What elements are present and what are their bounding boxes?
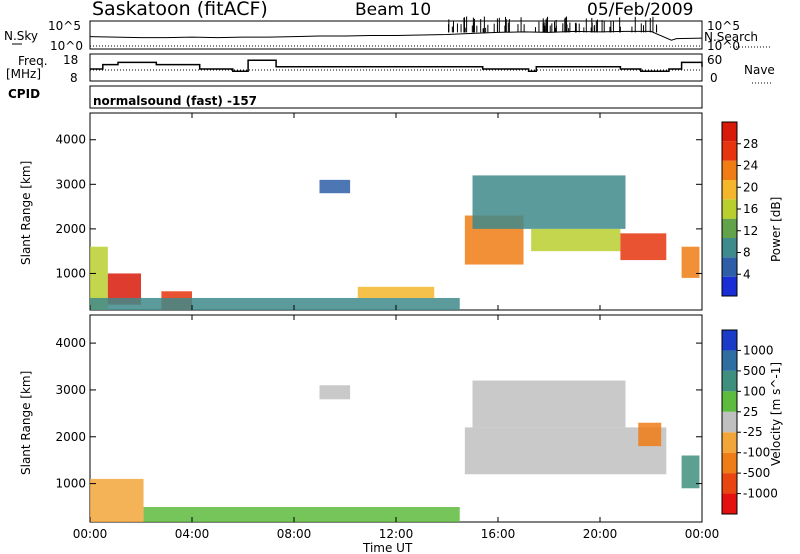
colorbar-tick-label: 4 (743, 267, 751, 281)
velocity-colorbar-label: Velocity [m s^-1] (769, 362, 783, 466)
colorbar-segment (722, 160, 737, 180)
colorbar-tick-label: 1000 (743, 343, 774, 357)
colorbar-tick-label: 25 (743, 405, 758, 419)
heatmap-cell (464, 427, 667, 475)
colorbar-segment (722, 180, 737, 200)
noise-tick-bottom: 10^0 (50, 39, 83, 53)
freq-label: Freq. (18, 54, 48, 68)
noise-tick-top: 10^5 (48, 19, 81, 33)
colorbar-tick-label: -25 (743, 425, 763, 439)
colorbar-tick-label: -100 (743, 446, 770, 460)
colorbar-tick-label: 28 (743, 137, 758, 151)
colorbar-segment (722, 391, 737, 412)
colorbar-tick-label: 12 (743, 224, 758, 238)
colorbar-segment (722, 350, 737, 371)
heatmap-cell (90, 478, 144, 522)
program-label: normalsound (fast) -157 (93, 94, 257, 108)
power-ylabel: Slant Range [km] (19, 161, 33, 265)
velocity-heatmap (90, 380, 700, 522)
nsky-label: N.Sky (4, 29, 38, 43)
colorbar-tick-label: -500 (743, 466, 770, 480)
x-tick-label: 12:00 (379, 527, 414, 541)
power-colorbar: 4 8 12 16 20 24 28 (721, 121, 758, 297)
y-tick-label: 1000 (55, 477, 86, 491)
colorbar-tick-label: 8 (743, 246, 751, 260)
colorbar-segment (722, 452, 737, 474)
colorbar-tick-label: 20 (743, 180, 758, 194)
x-tick-label: 16:00 (481, 527, 516, 541)
colorbar-tick-label: -1000 (743, 487, 778, 501)
y-tick-label: 2000 (55, 222, 86, 236)
colorbar-segment (722, 257, 737, 277)
noise-panel-frame (89, 20, 703, 50)
nave-tick-bottom: 0 (710, 71, 718, 85)
x-tick-label: 04:00 (175, 527, 210, 541)
date-title: 05/Feb/2009 (587, 0, 694, 20)
noise-tick-top-right: 10^5 (707, 19, 740, 33)
colorbar-segment (722, 411, 737, 433)
colorbar-segment (722, 432, 737, 453)
heatmap-cell (531, 228, 621, 252)
heatmap-cell (90, 246, 108, 310)
heatmap-cell (319, 385, 351, 400)
colorbar-segment (722, 122, 737, 142)
heatmap-cell (143, 507, 460, 522)
y-tick-label: 3000 (55, 383, 86, 397)
y-tick-label: 3000 (55, 177, 86, 191)
cpid-label: CPID (8, 87, 40, 101)
x-tick-label: 20:00 (583, 527, 618, 541)
heatmap-cell (472, 380, 626, 428)
y-tick-label: 2000 (55, 430, 86, 444)
colorbar-segment (722, 199, 737, 219)
colorbar-segment (722, 473, 737, 494)
colorbar-segment (722, 141, 737, 161)
site-title: Saskatoon (fitACF) (92, 0, 268, 20)
freq-tick-bottom: 8 (70, 71, 78, 85)
colorbar-tick-label: 500 (743, 364, 766, 378)
colorbar-segment (722, 218, 737, 238)
nsky-series-line (89, 30, 703, 41)
heatmap-cell (681, 246, 700, 278)
colorbar-segment (722, 493, 737, 514)
axes: 00:00 04:00 08:00 12:00 16:00 20:00 00:00 1000 2… (55, 113, 719, 541)
noise-tick-bottom-right: 10^0 (707, 39, 740, 53)
nsearch-label: N.Search (704, 30, 758, 44)
nave-tick-top: 60 (707, 53, 722, 67)
x-tick-label: 00:00 (73, 527, 108, 541)
y-tick-label: 4000 (55, 336, 86, 350)
freq-panel-frame (89, 53, 703, 82)
velocity-ylabel: Slant Range [km] (19, 371, 33, 475)
heatmap-cell (319, 179, 351, 194)
colorbar-segment (722, 276, 737, 296)
freq-unit-label: [MHz] (6, 67, 41, 81)
colorbar-segment (722, 330, 737, 351)
colorbar-segment (722, 238, 737, 258)
colorbar-tick-label: 24 (743, 159, 758, 173)
power-heatmap (90, 175, 700, 310)
colorbar-tick-label: 16 (743, 202, 758, 216)
freq-tick-top: 18 (63, 53, 78, 67)
cpid-panel-frame (89, 85, 703, 109)
velocity-colorbar: -1000 -500 -100 -25 25 100 500 1000 (721, 329, 778, 515)
heatmap-cell (90, 297, 460, 310)
heatmap-cell (472, 175, 626, 229)
colorbar-segment (722, 370, 737, 392)
y-tick-label: 1000 (55, 266, 86, 280)
beam-title: Beam 10 (355, 0, 432, 20)
heatmap-cell (620, 233, 667, 261)
freq-series-line (90, 59, 703, 72)
colorbar-tick-label: 100 (743, 384, 766, 398)
heatmap-cell (638, 422, 662, 447)
y-tick-label: 4000 (55, 133, 86, 147)
colorbar-frame (721, 329, 738, 515)
heatmap-cell (357, 286, 435, 298)
x-axis-label: Time UT (362, 541, 413, 554)
x-tick-label: 08:00 (277, 527, 312, 541)
nave-label: Nave (744, 63, 775, 77)
heatmap-cell (681, 455, 700, 489)
x-tick-label: 00:00 (685, 527, 720, 541)
nsky-spikes (448, 16, 658, 33)
power-colorbar-label: Power [dB] (769, 197, 783, 262)
